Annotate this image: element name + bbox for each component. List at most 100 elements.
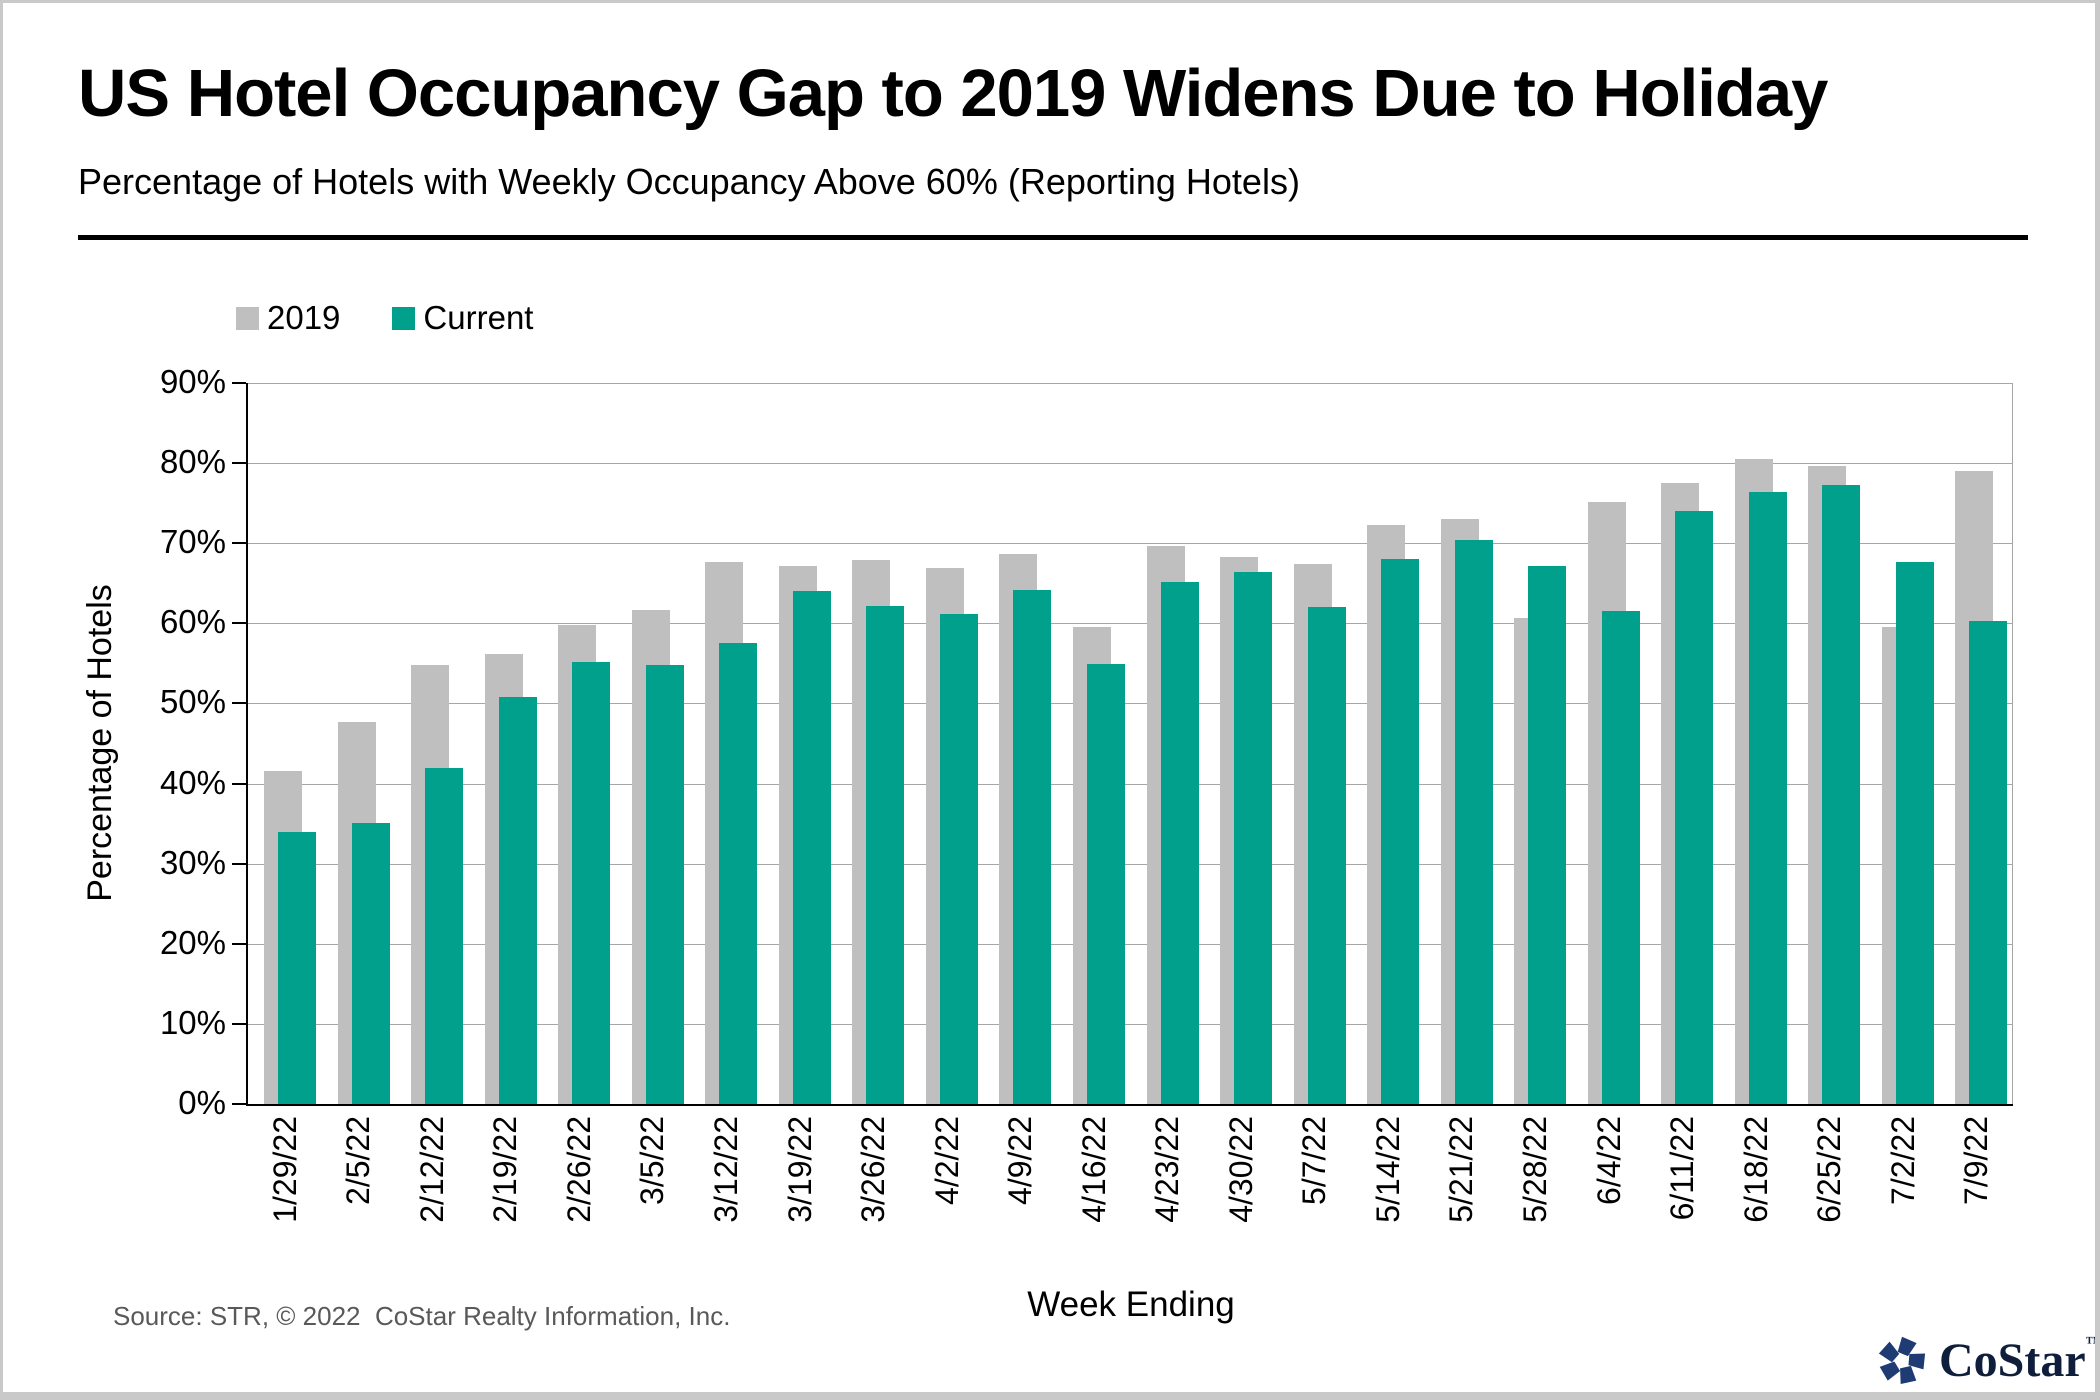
x-category-label-4/30/22: 4/30/22 <box>1222 1116 1259 1223</box>
x-category-label-5/7/22: 5/7/22 <box>1296 1116 1333 1205</box>
bar-current-3/12/22 <box>719 643 758 1104</box>
y-axis-line <box>246 383 248 1106</box>
page-title: US Hotel Occupancy Gap to 2019 Widens Du… <box>78 56 1828 131</box>
y-tick-label-70%: 70% <box>159 523 226 561</box>
divider-rule <box>78 235 2028 240</box>
bar-current-6/18/22 <box>1748 491 1787 1104</box>
y-tick-50% <box>232 702 246 705</box>
x-category-label-3/19/22: 3/19/22 <box>781 1116 818 1223</box>
y-tick-70% <box>232 542 246 545</box>
x-category-label-1/29/22: 1/29/22 <box>266 1116 303 1223</box>
x-axis-title: Week Ending <box>1027 1285 1235 1324</box>
bar-current-5/14/22 <box>1381 559 1420 1104</box>
legend-swatch-current <box>392 306 416 330</box>
bar-current-5/7/22 <box>1307 607 1346 1104</box>
bar-current-3/19/22 <box>792 591 831 1104</box>
x-category-label-6/4/22: 6/4/22 <box>1590 1116 1627 1205</box>
y-tick-10% <box>232 1022 246 1025</box>
star-petal <box>1900 1365 1917 1384</box>
x-category-label-2/19/22: 2/19/22 <box>487 1116 524 1223</box>
costar-logo-text: CoStar™ <box>1939 1333 2095 1388</box>
x-category-label-6/18/22: 6/18/22 <box>1737 1116 1774 1223</box>
y-tick-label-50%: 50% <box>159 683 226 721</box>
bar-current-4/9/22 <box>1013 589 1052 1104</box>
gridline-30 <box>248 863 2013 865</box>
x-category-label-6/25/22: 6/25/22 <box>1811 1116 1848 1223</box>
y-tick-label-60%: 60% <box>159 603 226 641</box>
legend-label: Current <box>423 299 534 336</box>
bar-current-1/29/22 <box>278 831 316 1104</box>
x-category-label-3/26/22: 3/26/22 <box>855 1116 892 1223</box>
bar-current-4/23/22 <box>1160 581 1199 1104</box>
gridline-90 <box>248 383 2013 384</box>
bar-current-5/28/22 <box>1528 566 1567 1104</box>
x-category-label-3/12/22: 3/12/22 <box>708 1116 745 1223</box>
bar-current-2/12/22 <box>425 767 464 1104</box>
gridline-20 <box>248 943 2013 945</box>
y-tick-label-20%: 20% <box>159 923 226 961</box>
x-category-label-4/16/22: 4/16/22 <box>1075 1116 1112 1223</box>
bar-current-6/25/22 <box>1822 484 1861 1104</box>
chart-subtitle: Percentage of Hotels with Weekly Occupan… <box>78 161 1300 202</box>
y-tick-20% <box>232 942 246 945</box>
x-category-label-7/2/22: 7/2/22 <box>1884 1116 1921 1205</box>
bar-current-2/26/22 <box>572 661 611 1104</box>
bar-current-4/30/22 <box>1234 572 1273 1104</box>
star-petal <box>1897 1336 1917 1356</box>
bar-current-3/26/22 <box>866 605 905 1104</box>
y-tick-label-90%: 90% <box>159 363 226 400</box>
plot-area <box>232 382 2013 1106</box>
star-petal <box>1879 1360 1901 1381</box>
x-axis-line <box>246 1104 2013 1106</box>
legend-label: 2019 <box>267 299 341 336</box>
x-category-label-5/14/22: 5/14/22 <box>1369 1116 1406 1223</box>
star-petal <box>1908 1352 1926 1369</box>
x-category-label-2/26/22: 2/26/22 <box>560 1116 597 1223</box>
star-petal <box>1878 1341 1900 1362</box>
x-category-label-7/9/22: 7/9/22 <box>1958 1116 1995 1205</box>
y-tick-80% <box>232 462 246 465</box>
bar-current-6/4/22 <box>1601 611 1640 1104</box>
y-axis-title: Percentage of Hotels <box>81 584 119 902</box>
bar-current-2/5/22 <box>351 822 390 1104</box>
x-category-label-2/12/22: 2/12/22 <box>413 1116 450 1223</box>
y-tick-label-30%: 30% <box>159 843 226 881</box>
y-tick-label-80%: 80% <box>159 443 226 481</box>
gridline-70 <box>248 543 2013 545</box>
x-category-label-4/2/22: 4/2/22 <box>928 1116 965 1205</box>
gridline-80 <box>248 463 2013 465</box>
y-tick-40% <box>232 782 246 785</box>
y-tick-0% <box>232 1103 246 1105</box>
x-category-label-4/23/22: 4/23/22 <box>1149 1116 1186 1223</box>
chart-legend: 2019 Current <box>236 299 533 337</box>
y-tick-label-40%: 40% <box>159 763 226 801</box>
gridline-40 <box>248 783 2013 785</box>
gridline-60 <box>248 623 2013 625</box>
plot-right-border <box>2012 383 2013 1104</box>
bar-current-3/5/22 <box>645 665 684 1104</box>
y-tick-90% <box>232 382 246 384</box>
x-category-label-5/28/22: 5/28/22 <box>1516 1116 1553 1223</box>
gridline-50 <box>248 703 2013 705</box>
y-tick-30% <box>232 862 246 865</box>
bar-current-2/19/22 <box>498 697 537 1104</box>
source-attribution: Source: STR, © 2022 CoStar Realty Inform… <box>113 1301 731 1331</box>
bar-current-5/21/22 <box>1454 540 1493 1104</box>
gridline-10 <box>248 1023 2013 1025</box>
bar-current-6/11/22 <box>1675 511 1714 1104</box>
x-category-label-5/21/22: 5/21/22 <box>1443 1116 1480 1223</box>
legend-item-2019: 2019 <box>236 299 340 337</box>
x-category-label-2/5/22: 2/5/22 <box>340 1116 377 1205</box>
x-category-label-6/11/22: 6/11/22 <box>1664 1116 1701 1221</box>
y-tick-60% <box>232 622 246 625</box>
bar-current-7/2/22 <box>1895 562 1934 1104</box>
costar-logo: CoStar™ <box>1875 1333 2095 1388</box>
trademark-symbol: ™ <box>2086 1333 2095 1352</box>
x-category-label-3/5/22: 3/5/22 <box>634 1116 671 1205</box>
legend-item-current: Current <box>392 299 533 337</box>
legend-swatch-2019 <box>236 306 259 330</box>
bar-current-7/9/22 <box>1969 620 2008 1104</box>
y-tick-label-0%: 0% <box>178 1084 226 1121</box>
bar-current-4/16/22 <box>1086 664 1125 1104</box>
